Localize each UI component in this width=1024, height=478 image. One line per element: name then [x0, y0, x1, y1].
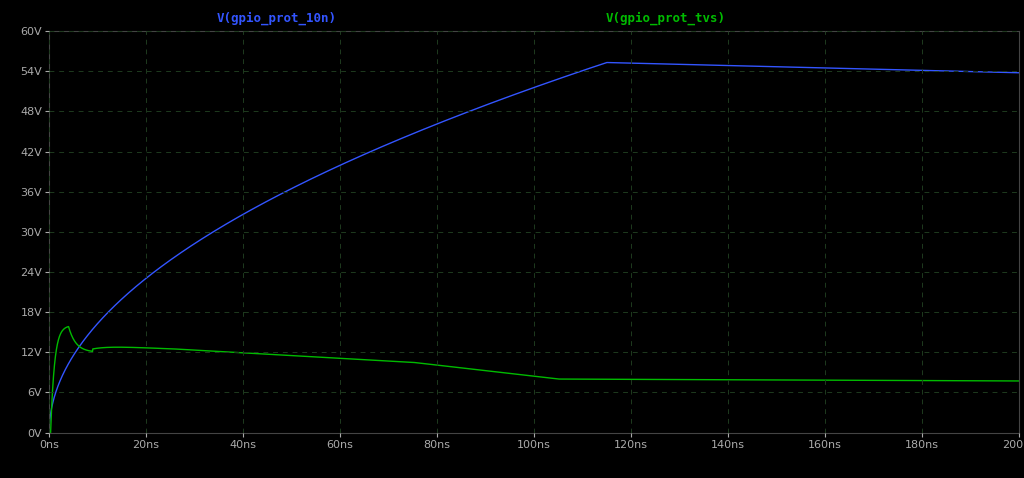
Text: V(gpio_prot_tvs): V(gpio_prot_tvs) [605, 12, 726, 25]
Text: V(gpio_prot_10n): V(gpio_prot_10n) [216, 12, 337, 25]
